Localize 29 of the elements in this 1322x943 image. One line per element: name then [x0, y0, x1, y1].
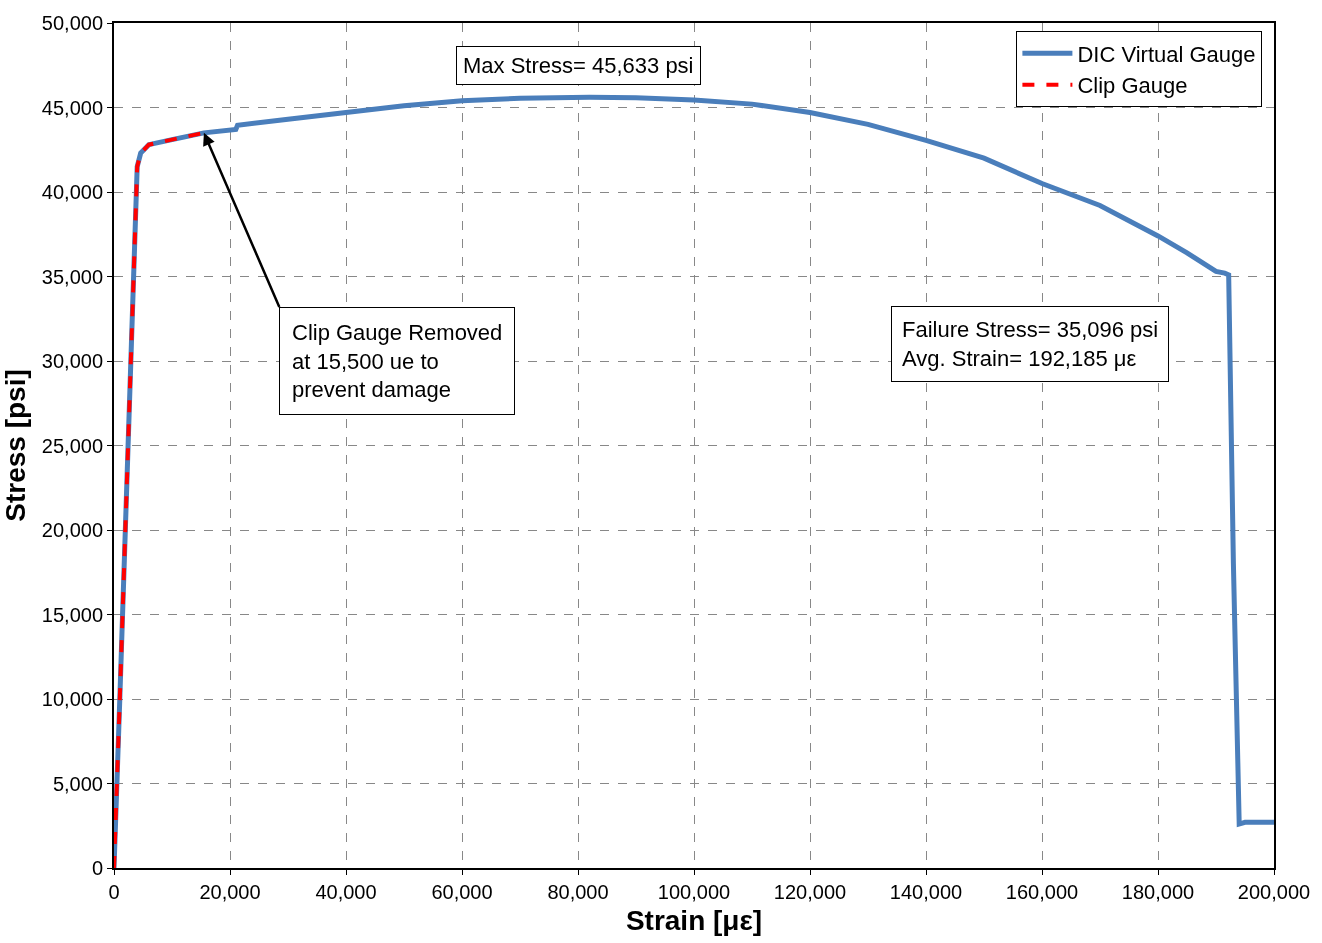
annotation: Clip Gauge Removed at 15,500 ue to prevent damage	[292, 320, 503, 403]
y-tick-label: 35,000	[41, 265, 103, 288]
x-tick-label: 20,000	[199, 881, 261, 903]
y-tick-label: 30,000	[41, 350, 103, 372]
y-tick-label: 45,000	[41, 96, 103, 119]
x-axis-title: Strain [με]	[625, 904, 763, 936]
y-tick-label: 20,000	[41, 519, 103, 541]
annotation: Failure Stress= 35,096 psi Avg. Strain= 192,185 με	[902, 317, 1159, 371]
y-tick-label: 5,000	[52, 772, 103, 795]
x-tick-label: 120,000	[773, 881, 847, 903]
x-tick-label: 60,000	[431, 881, 493, 903]
y-tick-label: 15,000	[41, 603, 103, 626]
x-tick-label: 40,000	[315, 881, 377, 903]
y-axis-title: Stress [psi]	[0, 369, 31, 522]
y-tick-label: 40,000	[41, 181, 103, 203]
x-tick-label: 140,000	[889, 881, 963, 903]
x-tick-label: 160,000	[1005, 881, 1079, 903]
legend-label: Clip Gauge	[1077, 73, 1188, 99]
legend-label: DIC Virtual Gauge	[1077, 41, 1256, 67]
x-tick-label: 100,000	[657, 881, 731, 903]
y-tick-label: 10,000	[41, 688, 103, 710]
annotation: Max Stress= 45,633 psi	[463, 53, 694, 78]
x-tick-label: 200,000	[1237, 881, 1311, 903]
y-tick-label: 0	[91, 857, 103, 879]
x-tick-label: 180,000	[1121, 881, 1195, 903]
y-tick-label: 50,000	[41, 12, 103, 34]
x-tick-label: 0	[108, 881, 120, 903]
y-tick-label: 25,000	[41, 434, 103, 457]
x-tick-label: 80,000	[547, 881, 609, 903]
